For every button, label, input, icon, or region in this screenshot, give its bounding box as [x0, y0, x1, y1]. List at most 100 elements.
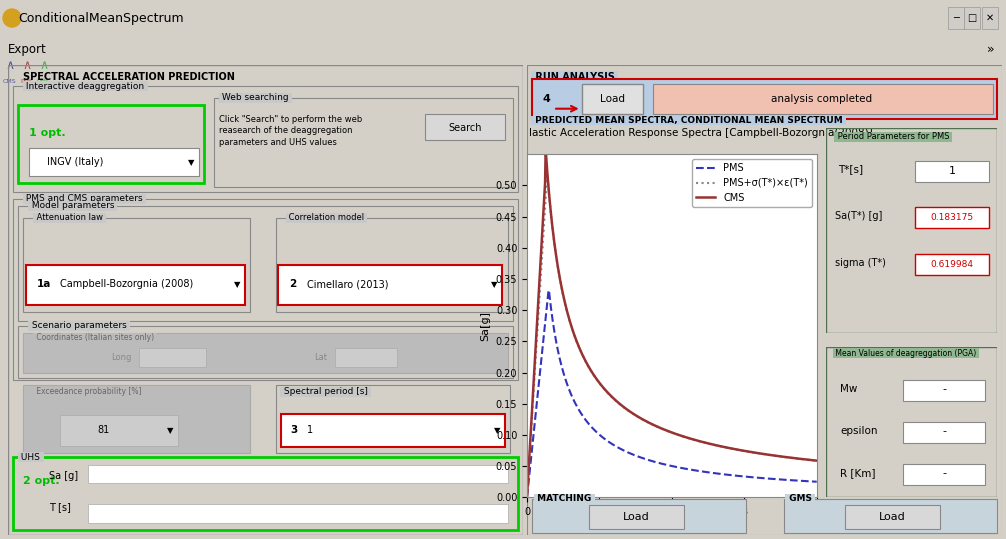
Text: ▼: ▼: [187, 158, 194, 167]
Text: 2 opt.: 2 opt.: [23, 476, 60, 486]
CMS: [805, 457, 817, 463]
Legend: PMS, PMS+σ(T*)×ε(T*), CMS: PMS, PMS+σ(T*)×ε(T*), CMS: [692, 159, 812, 206]
Bar: [589, 505, 684, 529]
Text: Model parameters: Model parameters: [28, 202, 117, 211]
Text: CMS: CMS: [3, 79, 16, 84]
Text: PMS: PMS: [20, 79, 33, 84]
Line: PMS+σ(T*)×ε(T*): PMS+σ(T*)×ε(T*): [527, 175, 817, 496]
CMS: [694, 438, 706, 445]
Text: Export: Export: [8, 43, 46, 56]
Circle shape: [3, 9, 21, 27]
Text: analysis completed: analysis completed: [771, 94, 872, 104]
Text: -: -: [943, 384, 947, 394]
Bar: [59, 415, 178, 446]
Bar: [23, 218, 250, 312]
Bar: [276, 385, 510, 453]
Text: reasearch of the deaggregation: reasearch of the deaggregation: [219, 126, 353, 135]
Line: PMS: PMS: [527, 290, 817, 497]
Text: 81: 81: [98, 425, 110, 435]
Text: Coordinates (Italian sites only): Coordinates (Italian sites only): [34, 333, 156, 342]
Text: ▼: ▼: [167, 426, 173, 434]
Text: parameters and UHS values: parameters and UHS values: [219, 138, 337, 147]
Text: ▼: ▼: [491, 280, 498, 289]
Text: 2: 2: [289, 280, 296, 289]
PMS+σ(T*)×ε(T*): [659, 427, 671, 433]
Text: Correlation model: Correlation model: [286, 213, 367, 222]
Bar: [581, 84, 644, 114]
Text: Long: Long: [112, 353, 132, 362]
Bar: [335, 348, 396, 367]
Text: PMS and CMS parameters: PMS and CMS parameters: [23, 195, 146, 203]
Bar: [281, 414, 505, 447]
PMS: [521, 494, 533, 500]
Text: Mean Values of deagreggation (PGA): Mean Values of deagreggation (PGA): [833, 349, 979, 357]
Bar: [784, 499, 997, 533]
Text: SPECTRAL ACCELERATION PREDICTION: SPECTRAL ACCELERATION PREDICTION: [23, 72, 235, 82]
PMS: [659, 461, 671, 468]
PMS+σ(T*)×ε(T*): [678, 434, 690, 440]
Bar: [13, 199, 518, 380]
PMS: [811, 479, 823, 485]
Text: sigma (T*): sigma (T*): [835, 258, 885, 268]
Bar: [13, 458, 518, 530]
Bar: [18, 206, 513, 321]
Text: ▼: ▼: [234, 280, 240, 289]
Bar: [915, 254, 989, 275]
Y-axis label: Sa[g]: Sa[g]: [480, 311, 490, 341]
Text: Period Parameters for PMS: Period Parameters for PMS: [835, 132, 952, 141]
Text: Campbell-Bozorgnia (2008): Campbell-Bozorgnia (2008): [59, 280, 193, 289]
Text: Click "Search" to perform the web: Click "Search" to perform the web: [219, 115, 362, 123]
Text: ▼: ▼: [494, 426, 501, 434]
Text: T [s]: T [s]: [49, 502, 71, 512]
Text: 1a: 1a: [36, 280, 50, 289]
PMS+σ(T*)×ε(T*): [661, 427, 673, 434]
Text: ─: ─: [953, 13, 959, 23]
Text: Exceedance probability [%]: Exceedance probability [%]: [34, 387, 144, 396]
PMS: [678, 465, 690, 472]
Text: T*[s]: T*[s]: [838, 164, 863, 174]
CMS: [760, 451, 772, 458]
Text: Sa(T*) [g]: Sa(T*) [g]: [835, 211, 882, 222]
Bar: [13, 86, 518, 192]
Text: UHS: UHS: [18, 453, 43, 462]
Bar: [18, 326, 513, 377]
Bar: [26, 265, 244, 305]
PMS: [805, 478, 817, 485]
Bar: [915, 207, 989, 227]
Text: ∧: ∧: [22, 59, 31, 72]
Bar: [903, 464, 985, 485]
Text: PREDICTED MEAN SPECTRA, CONDITIONAL MEAN SPECTRUM: PREDICTED MEAN SPECTRA, CONDITIONAL MEAN…: [532, 116, 846, 125]
PMS+σ(T*)×ε(T*): [760, 451, 772, 458]
Bar: [214, 98, 513, 187]
Bar: [28, 148, 198, 176]
PMS+σ(T*)×ε(T*): [805, 457, 817, 464]
Text: »: »: [987, 43, 995, 56]
Text: Scenario parameters: Scenario parameters: [28, 321, 129, 330]
Text: Lat: Lat: [314, 353, 327, 362]
CMS: [521, 493, 533, 499]
Text: 1 opt.: 1 opt.: [28, 128, 65, 138]
Text: ∧: ∧: [39, 59, 48, 72]
Bar: [948, 7, 964, 29]
Bar: [426, 114, 505, 140]
PMS+σ(T*)×ε(T*): [811, 458, 823, 464]
Text: -: -: [943, 468, 947, 478]
Text: Load: Load: [623, 512, 650, 522]
PMS+σ(T*)×ε(T*): [694, 438, 706, 445]
Text: 0.183175: 0.183175: [931, 213, 974, 222]
Text: 0.619984: 0.619984: [931, 260, 974, 269]
Text: Attenuation law: Attenuation law: [34, 213, 106, 222]
Text: UHS: UHS: [37, 79, 50, 84]
Text: ✕: ✕: [986, 13, 994, 23]
Text: GMS: GMS: [786, 494, 815, 503]
Text: INGV (Italy): INGV (Italy): [46, 157, 103, 167]
Bar: [903, 422, 985, 443]
Bar: [903, 380, 985, 401]
Text: RUN ANALYSIS: RUN ANALYSIS: [532, 72, 618, 82]
CMS: [811, 458, 823, 464]
Text: Load: Load: [879, 512, 906, 522]
Text: -: -: [943, 426, 947, 436]
Text: 3: 3: [290, 425, 298, 435]
PMS: [760, 475, 772, 481]
Bar: [279, 265, 502, 305]
